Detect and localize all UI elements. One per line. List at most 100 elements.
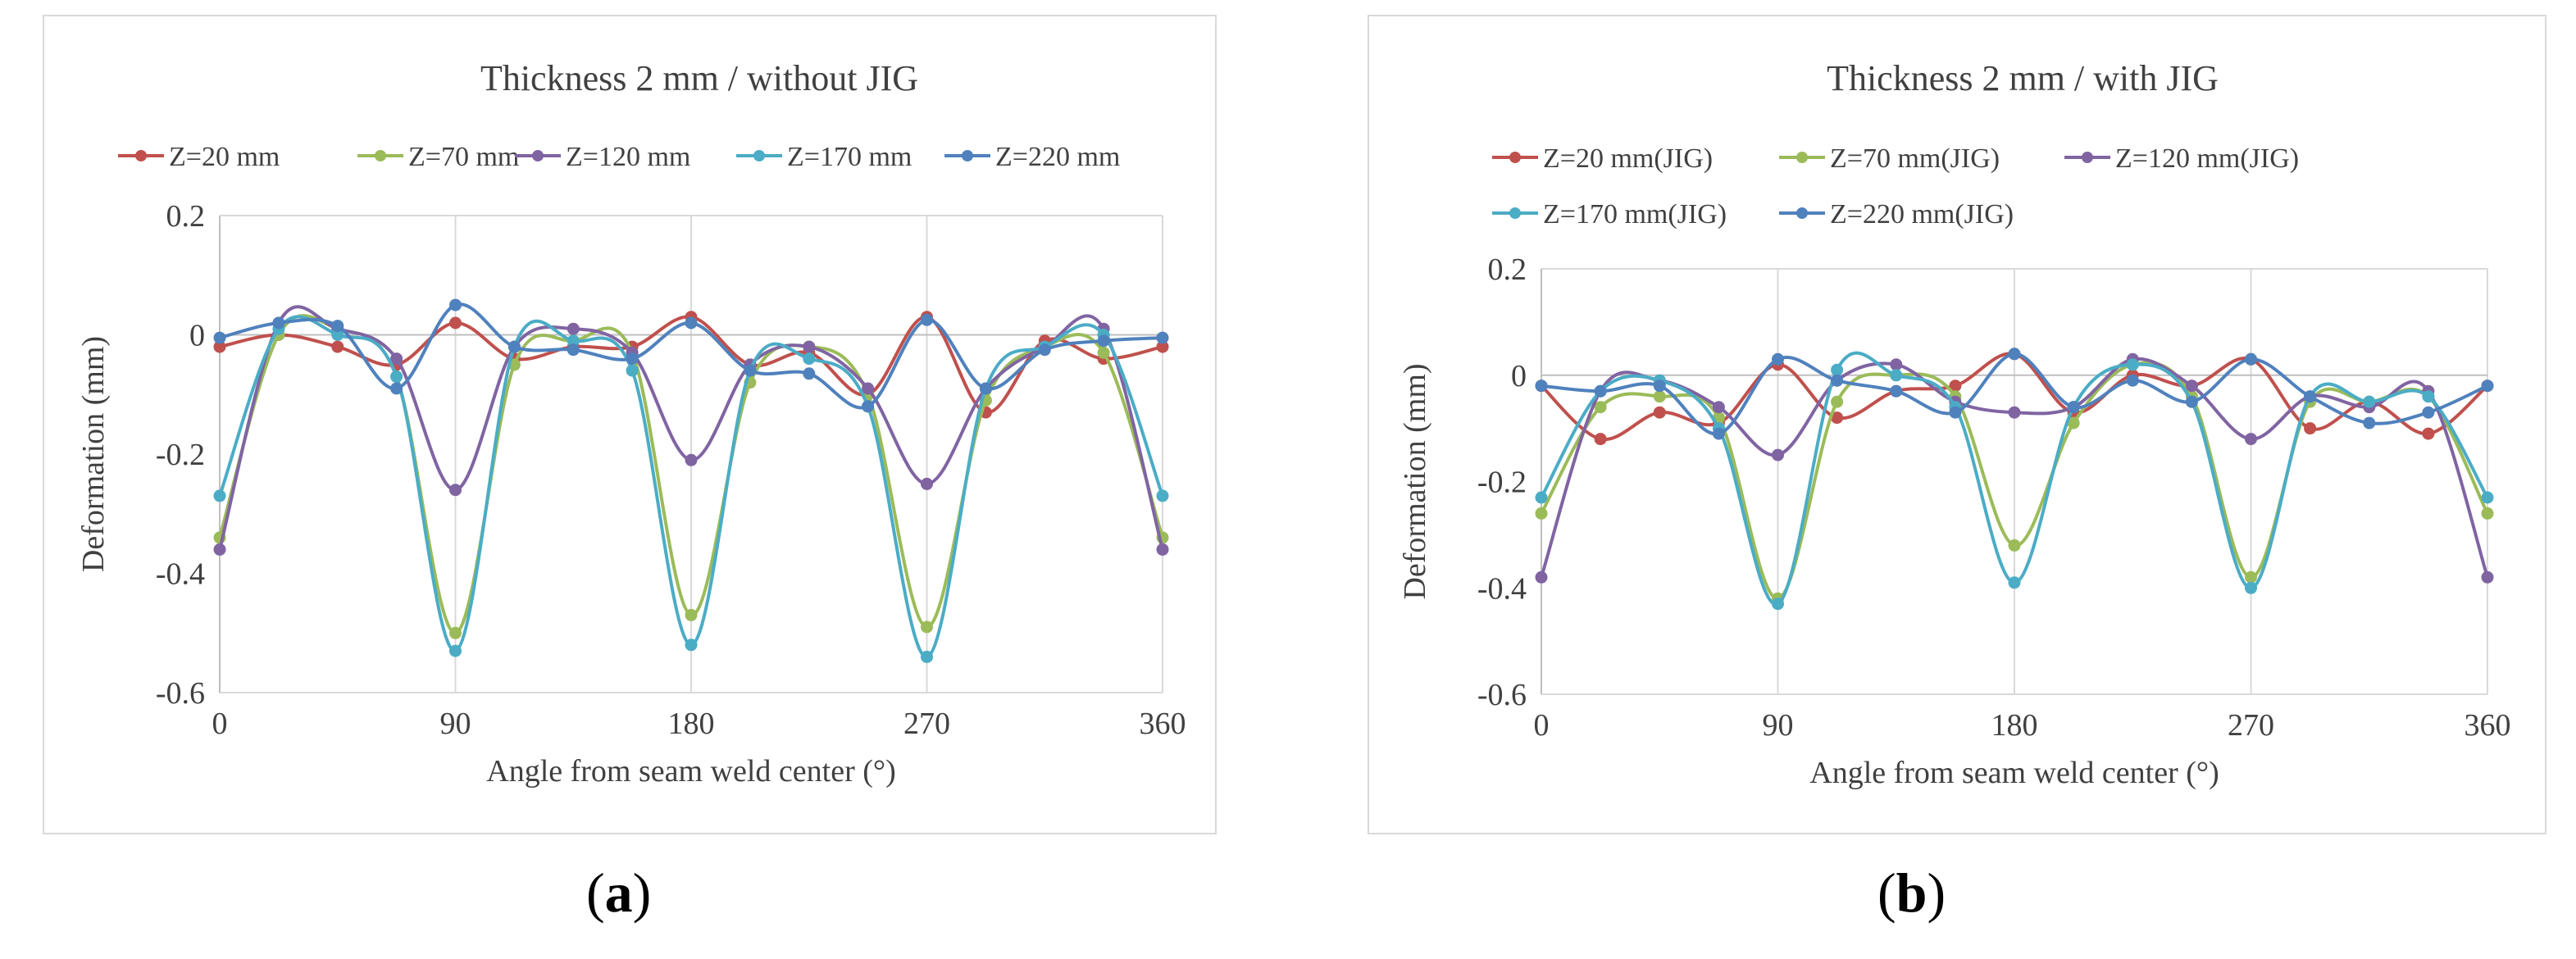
chart-a-ytick-label-3: -0.2 xyxy=(156,438,205,472)
chart-b-series-5-point-10 xyxy=(2067,401,2080,414)
chart-b-series-4-point-5 xyxy=(1772,598,1784,611)
chart-a-series-4-point-8 xyxy=(626,364,639,377)
caption-b: (b) xyxy=(1877,861,1946,924)
chart-a-series-5-point-1 xyxy=(213,331,226,344)
chart-a-series-3-point-9 xyxy=(685,453,698,466)
chart-b-series-5-point-8 xyxy=(1949,406,1962,419)
chart-a-series-1-point-3 xyxy=(331,340,344,353)
chart-b-series-5-point-13 xyxy=(2245,352,2257,366)
chart-a-xtick-label-3: 180 xyxy=(668,707,715,741)
chart-b-series-4-point-1 xyxy=(1535,491,1548,504)
chart-b-xtick-label-2: 90 xyxy=(1763,708,1794,743)
chart-b-series-4-point-6 xyxy=(1831,363,1844,376)
chart-b-series-5-point-2 xyxy=(1594,384,1607,398)
chart-b-series-2-point-6 xyxy=(1831,395,1844,408)
chart-a-series-5-point-6 xyxy=(507,340,521,353)
chart-a-ylabel: Deformation (mm) xyxy=(76,336,111,572)
chart-a-series-1-point-1 xyxy=(213,340,226,353)
chart-b-series-3-point-12 xyxy=(2185,380,2198,393)
chart-a-legend-marker-1 xyxy=(135,150,147,161)
chart-a-ytick-label-1: 0.2 xyxy=(166,199,206,234)
chart-a-legend-label-3: Z=120 mm xyxy=(566,142,690,172)
chart-a-series-3-point-4 xyxy=(390,352,403,366)
chart-b-legend-label-5: Z=220 mm(JIG) xyxy=(1830,199,2014,230)
chart-a-series-5-point-9 xyxy=(685,316,698,330)
chart-b-series-1-point-14 xyxy=(2304,422,2317,435)
chart-b-series-5-point-11 xyxy=(2126,374,2139,387)
chart-b-ytick-label-4: -0.4 xyxy=(1477,571,1527,606)
chart-b-series-5-point-15 xyxy=(2363,416,2376,430)
chart-b-legend-label-4: Z=170 mm(JIG) xyxy=(1543,199,1727,230)
chart-b-series-5-point-17 xyxy=(2481,380,2494,393)
chart-a-series-1-point-17 xyxy=(1156,340,1169,353)
chart-a-series-2-point-5 xyxy=(449,626,462,639)
chart-a-series-5-point-2 xyxy=(272,316,285,330)
chart-a-series-4-point-1 xyxy=(213,489,226,502)
chart-a-series-2-point-16 xyxy=(1097,346,1110,359)
chart-b-series-4-point-7 xyxy=(1890,369,1903,382)
chart-a-series-5-point-13 xyxy=(921,313,933,326)
chart-b-legend-marker-5 xyxy=(1796,207,1808,219)
chart-a-series-3-point-13 xyxy=(921,477,933,490)
chart-a-xtick-label-4: 270 xyxy=(903,707,950,741)
chart-a-legend-marker-3 xyxy=(532,150,544,161)
chart-a-series-2-point-9 xyxy=(685,608,698,621)
chart-b-series-5-point-9 xyxy=(2008,348,2021,361)
chart-b-legend-marker-2 xyxy=(1796,152,1808,163)
chart-b-series-3-point-7 xyxy=(1890,358,1903,371)
chart-a-series-3-point-17 xyxy=(1156,543,1169,556)
chart-a-legend-marker-2 xyxy=(375,150,386,161)
chart-b-series-5-point-16 xyxy=(2422,406,2435,419)
chart-b-xtick-label-5: 360 xyxy=(2464,708,2511,743)
chart-b-legend-label-1: Z=20 mm(JIG) xyxy=(1543,143,1713,174)
chart-b-series-1-point-3 xyxy=(1653,406,1666,419)
chart-a-ytick-label-5: -0.6 xyxy=(156,676,205,711)
chart-a-series-3-point-7 xyxy=(567,322,580,335)
chart-a-series-5-point-8 xyxy=(626,352,639,366)
chart-a-legend-label-4: Z=170 mm xyxy=(787,142,912,172)
chart-b-ytick-label-2: 0 xyxy=(1511,359,1527,393)
chart-b-series-4-point-17 xyxy=(2481,491,2494,504)
chart-a-svg: Thickness 2 mm / without JIG Z=20 mm Z=70 … xyxy=(76,58,1186,789)
chart-a-series-4-point-5 xyxy=(449,644,462,657)
chart-b-series-5-point-6 xyxy=(1831,374,1844,387)
chart-b-series-3-point-17 xyxy=(2481,570,2494,584)
chart-b-series-1-point-6 xyxy=(1831,411,1844,425)
chart-a-series-4-point-3 xyxy=(331,329,344,341)
chart-b-series-2-point-9 xyxy=(2008,539,2021,552)
chart-b-series-2-point-17 xyxy=(2481,507,2494,520)
caption-b-letter: b xyxy=(1896,861,1927,924)
chart-b-series-5-point-14 xyxy=(2304,390,2317,403)
chart-a-series-4-point-4 xyxy=(390,370,403,383)
chart-b-legend-marker-1 xyxy=(1509,152,1521,163)
chart-a-series-4-point-17 xyxy=(1156,489,1169,502)
chart-a-series-5-point-3 xyxy=(331,320,344,333)
chart-a-series-5-point-7 xyxy=(567,343,580,357)
chart-b-svg: Thickness 2 mm / with JIG Z=20 mm(JIG) Z=7… xyxy=(1398,58,2511,790)
chart-a-legend-marker-4 xyxy=(753,150,765,161)
chart-a-series-3-point-12 xyxy=(862,382,875,395)
chart-b-ytick-label-5: -0.6 xyxy=(1477,678,1527,712)
chart-b-series-2-point-1 xyxy=(1535,507,1548,520)
chart-a-series-1-point-5 xyxy=(449,316,462,330)
chart-b-series-5-point-7 xyxy=(1890,384,1903,398)
chart-a-series-5-point-11 xyxy=(803,367,816,380)
chart-b-series-3-point-13 xyxy=(2245,433,2257,446)
caption-a-letter: a xyxy=(604,861,633,924)
chart-b-ylabel: Deformation (mm) xyxy=(1398,363,1432,599)
chart-a-ytick-label-2: 0 xyxy=(189,319,205,353)
chart-b-series-1-point-8 xyxy=(1949,380,1962,393)
chart-a-series-3-point-1 xyxy=(213,543,226,556)
chart-b-series-1-point-2 xyxy=(1594,433,1607,446)
chart-a-series-4-point-7 xyxy=(567,334,580,348)
chart-b-xtick-label-3: 180 xyxy=(1991,708,2038,743)
chart-b-series-4-point-9 xyxy=(2008,576,2021,589)
chart-a-series-5-point-15 xyxy=(1038,343,1051,357)
chart-b-series-2-point-2 xyxy=(1594,401,1607,414)
chart-a-legend-label-1: Z=20 mm xyxy=(169,142,280,172)
chart-b-series-3-point-9 xyxy=(2008,406,2021,419)
chart-b-series-5-point-3 xyxy=(1653,380,1666,393)
chart-b-series-4-point-16 xyxy=(2422,390,2435,403)
chart-b-title: Thickness 2 mm / with JIG xyxy=(1827,58,2219,98)
chart-a-xtick-label-2: 90 xyxy=(440,707,471,741)
